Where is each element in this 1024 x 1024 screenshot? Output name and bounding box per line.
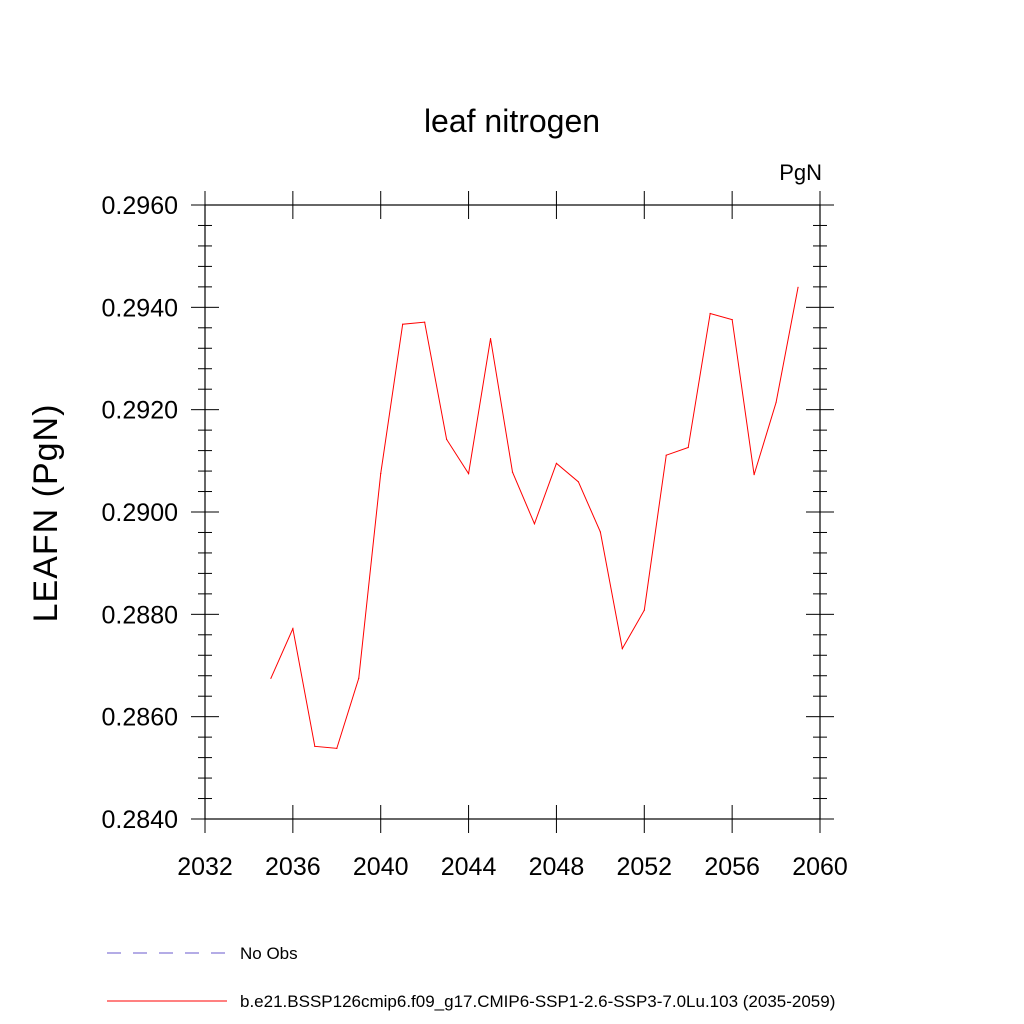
data-point xyxy=(709,312,711,315)
data-point xyxy=(555,462,558,464)
y-axis-label: LEAFN (PgN) xyxy=(27,404,65,623)
units-label: PgN xyxy=(779,160,822,185)
data-point xyxy=(797,286,799,288)
axis-tick-labels: 2032 2036 2040 2044 2048 2052 2056 2060 0.2840 0.… xyxy=(102,192,848,881)
data-point xyxy=(270,677,272,679)
data-point xyxy=(599,531,601,533)
x-tick-label: 2056 xyxy=(704,853,760,881)
series-line xyxy=(270,287,799,749)
y-tick-label: 0.2960 xyxy=(102,192,178,220)
data-point xyxy=(577,481,579,483)
data-point xyxy=(424,321,426,323)
data-point xyxy=(665,454,667,456)
data-point xyxy=(314,745,316,747)
data-point xyxy=(753,474,755,476)
x-tick-label: 2048 xyxy=(529,853,585,881)
data-point xyxy=(731,319,733,321)
data-point xyxy=(336,747,338,749)
data-point xyxy=(292,628,294,630)
axis-ticks xyxy=(191,191,834,833)
x-tick-label: 2052 xyxy=(616,853,672,881)
data-point xyxy=(621,648,623,650)
legend-entry-label: No Obs xyxy=(240,944,298,963)
data-point xyxy=(511,471,514,473)
data-point xyxy=(402,323,404,325)
legend-entry-label: b.e21.BSSP126cmip6.f09_g17.CMIP6-SSP1-2.… xyxy=(240,992,835,1011)
legend: No Obs b.e21.BSSP126cmip6.f09_g17.CMIP6-S… xyxy=(107,944,835,1011)
data-point xyxy=(643,609,645,611)
x-tick-label: 2036 xyxy=(265,853,321,881)
y-tick-label: 0.2860 xyxy=(102,704,178,732)
chart-title: leaf nitrogen xyxy=(424,103,600,139)
x-tick-label: 2032 xyxy=(177,853,233,881)
data-point xyxy=(533,523,536,525)
y-tick-label: 0.2940 xyxy=(102,294,178,322)
x-tick-label: 2060 xyxy=(792,853,848,881)
data-point xyxy=(358,677,360,679)
y-tick-label: 0.2900 xyxy=(102,499,178,527)
plot-frame xyxy=(204,204,821,820)
x-tick-label: 2040 xyxy=(353,853,409,881)
y-tick-label: 0.2920 xyxy=(102,397,178,425)
y-tick-label: 0.2840 xyxy=(102,806,178,834)
series-layer xyxy=(270,286,799,749)
data-point xyxy=(687,446,689,449)
data-point xyxy=(489,337,492,340)
y-tick-label: 0.2880 xyxy=(102,601,178,629)
data-point xyxy=(380,473,382,475)
data-point xyxy=(467,473,470,475)
data-point xyxy=(446,438,448,440)
x-tick-label: 2044 xyxy=(441,853,497,881)
data-point xyxy=(775,401,777,404)
